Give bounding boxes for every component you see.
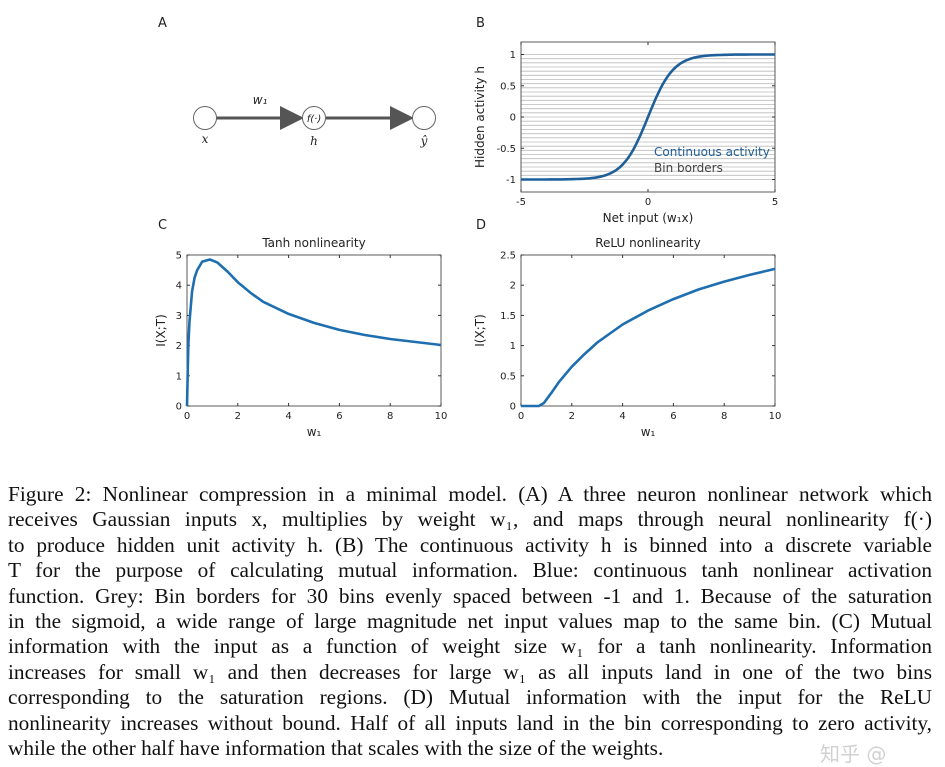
chart-title: Tanh nonlinearity <box>261 236 365 250</box>
y-axis-label: I(X;T) <box>473 314 487 347</box>
x-tick-label: 0 <box>645 197 651 208</box>
y-tick-label: 0.5 <box>500 371 516 382</box>
x-tick-label: 0 <box>518 411 524 422</box>
y-tick-label: -0.5 <box>496 144 516 155</box>
y-tick-label: -1 <box>506 175 516 186</box>
series-line <box>185 258 442 407</box>
x-tick-label: 0 <box>184 411 190 422</box>
node-x <box>193 106 217 130</box>
x-tick-label: 2 <box>569 411 575 422</box>
y-tick-label: 1 <box>510 341 516 352</box>
caption-line: in the sigmoid, a wide range of large ma… <box>8 609 932 634</box>
y-tick-label: 2 <box>510 281 516 292</box>
x-tick-label: 8 <box>721 411 727 422</box>
y-tick-label: 0 <box>510 113 516 124</box>
y-tick-label: 2.5 <box>500 251 516 262</box>
axes-box <box>186 254 442 407</box>
x-axis-label: w₁ <box>307 425 322 439</box>
chart-b: -5 0 5 -1 -0.5 0 0.5 1 Net input (w₁x) Hidden act… <box>473 41 778 225</box>
caption-line: receives Gaussian inputs x, multiplies b… <box>8 507 932 532</box>
y-tick-label: 1 <box>176 371 182 382</box>
chart-d: 0 2 4 6 8 10 0 0.5 1 1.5 2 2.5 ReLU nonlinearity w₁ I(… <box>473 236 781 439</box>
charts: -5 0 5 -1 -0.5 0 0.5 1 Net input (w₁x) Hidden act… <box>154 41 781 439</box>
figure-caption: Figure 2: Nonlinear compression in a min… <box>8 482 932 761</box>
y-tick-label: 0.5 <box>500 81 516 92</box>
legend-entry: Continuous activity <box>654 145 770 159</box>
panel-label-c: C <box>158 218 168 233</box>
node-x-label: x <box>202 132 209 146</box>
y-tick-label: 1.5 <box>500 311 516 322</box>
caption-line: T for the purpose of calculating mutual … <box>8 558 932 583</box>
y-tick-label: 2 <box>176 341 182 352</box>
watermark: 知乎 @ <box>820 742 887 766</box>
panel-label-b: B <box>476 16 485 31</box>
x-tick-label: 8 <box>387 411 393 422</box>
x-tick-label: 2 <box>235 411 241 422</box>
caption-line: to produce hidden unit activity h. (B) T… <box>8 532 932 557</box>
node-yhat <box>412 106 436 130</box>
x-tick-label: -5 <box>516 197 526 208</box>
series-line <box>521 267 776 408</box>
x-tick-label: 6 <box>670 411 676 422</box>
caption-line: while the other half have information th… <box>8 736 664 761</box>
x-tick-label: 5 <box>772 197 778 208</box>
x-tick-label: 6 <box>336 411 342 422</box>
x-tick-label: 10 <box>435 411 448 422</box>
panel-label-d: D <box>476 218 487 233</box>
panel-label-a: A <box>158 16 167 31</box>
caption-line: information with the input as a function… <box>8 634 932 659</box>
x-tick-label: 4 <box>619 411 625 422</box>
node-h-label: h <box>310 134 318 148</box>
x-tick-label: 4 <box>285 411 291 422</box>
node-h <box>302 106 326 130</box>
y-tick-label: 0 <box>176 402 182 413</box>
y-axis-label: I(X;T) <box>154 314 168 347</box>
weight-label: w₁ <box>253 93 268 107</box>
caption-line: function. Grey: Bin borders for 30 bins … <box>8 583 932 608</box>
caption-line: corresponding to the saturation regions.… <box>8 685 932 710</box>
y-tick-label: 4 <box>176 281 182 292</box>
caption-line: Figure 2: Nonlinear compression in a min… <box>8 482 932 506</box>
x-tick-label: 10 <box>769 411 782 422</box>
y-tick-label: 5 <box>176 251 182 262</box>
caption-line: increases for small w₁ and then decrease… <box>8 659 932 684</box>
axes-box <box>520 254 776 407</box>
y-tick-label: 3 <box>176 311 182 322</box>
chart-title: ReLU nonlinearity <box>595 236 701 250</box>
node-yhat-label: ŷ <box>420 134 428 148</box>
node-h-function: f(·) <box>307 114 322 125</box>
chart-c: 0 2 4 6 8 10 0 1 2 3 4 5 Tanh nonlinearity w₁ I(X;T) <box>154 236 447 439</box>
x-axis-label: Net input (w₁x) <box>603 211 694 225</box>
network-diagram: f(·) w₁ x h ŷ <box>193 93 436 148</box>
x-axis-label: w₁ <box>641 425 656 439</box>
y-axis-label: Hidden activity h <box>473 66 487 168</box>
legend-entry: Bin borders <box>654 161 723 175</box>
y-tick-label: 1 <box>510 50 516 61</box>
series-line <box>521 53 775 181</box>
y-tick-label: 0 <box>510 402 516 413</box>
caption-line: nonlinearity increases without bound. Ha… <box>8 710 932 735</box>
